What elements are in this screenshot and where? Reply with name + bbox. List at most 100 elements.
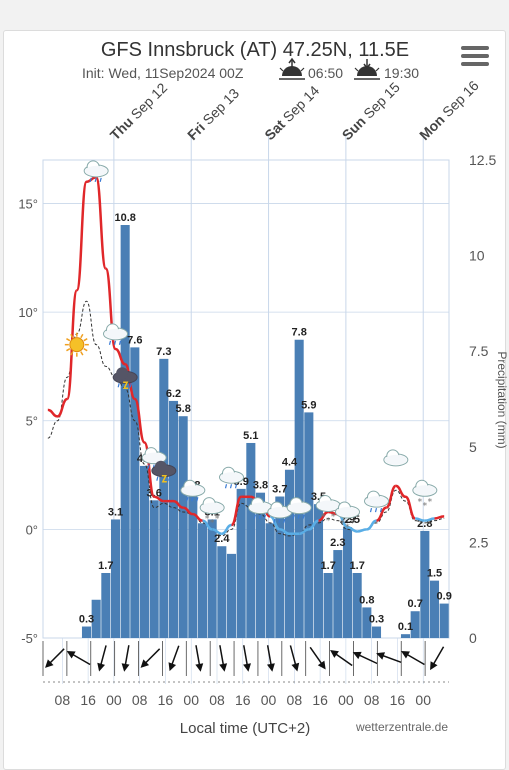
y-right-tick-label: 10 [469,248,485,264]
temperature-segment [154,495,164,503]
precip-bar [149,500,159,638]
precip-label: 1.7 [98,560,113,572]
precip-label: 3.8 [253,480,268,492]
rain-cloud-icon [286,497,312,519]
precip-bar [265,523,275,638]
precip-label: 1.5 [427,568,442,580]
precip-label: 5.1 [243,430,258,442]
snow-cloud-icon: * * * [315,494,341,526]
precip-bar [362,607,372,638]
precip-label: 6.2 [166,388,181,400]
temperature-segment [395,484,406,499]
precip-bar [101,572,111,638]
precip-label: 7.3 [156,346,171,358]
precip-bar [323,572,333,638]
precip-label: 0.7 [408,598,423,610]
precip-label: 7.8 [292,327,307,339]
precip-label: 0.9 [437,591,452,603]
temperature-segment [143,441,156,499]
wind-arrows [42,641,445,676]
precip-label: 5.8 [176,403,191,415]
temperature-segment [434,515,445,520]
cloud-icon [383,449,409,467]
precip-bar [81,626,92,638]
temperature-segment [173,499,184,509]
temperature-segment [192,512,203,522]
sunset-time: 19:30 [384,65,419,81]
svg-text:*: * [215,515,220,525]
x-tick-label: 16 [390,692,406,708]
temperature-segment [115,347,126,366]
y-right-tick-label: 12.5 [469,152,496,168]
y-right-tick-label: 5 [469,439,477,455]
y-left-tick-label: 10° [18,305,38,320]
precip-bar [130,347,140,638]
temperature-segment [318,510,329,522]
temperature-segment [308,519,319,531]
temperature-segment [357,528,367,533]
precip-bar [188,492,198,638]
precip-bar [226,553,237,638]
precip-label: 5.9 [301,399,316,411]
temperature-segment [347,525,358,533]
day-label: Mon Sep 16 [416,77,482,143]
wind-arrow-icon [66,651,91,666]
temperature-segment [424,517,435,522]
precip-bar [439,603,449,638]
temperature-segment [415,517,425,522]
temperature-segment [221,523,232,535]
credit-text: wetterzentrale.de [355,720,448,734]
y-right-tick-label: 0 [469,630,477,646]
sunset-icon [354,59,380,80]
precip-bar [294,339,304,638]
wind-arrow-icon [45,648,65,668]
precipitation-bars [81,225,449,638]
x-tick-label: 00 [261,692,277,708]
temperature-segment [404,495,416,520]
temperature-segment [279,528,290,535]
rain-cloud-icon [83,160,109,183]
snow-cloud-icon: * * * [335,501,360,533]
x-tick-label: 00 [415,692,431,708]
wind-arrow-icon [289,645,300,672]
temperature-segment [212,528,222,535]
x-tick-label: 08 [287,692,303,708]
wind-arrow-icon [243,645,251,672]
temperature-segment [104,267,117,351]
wind-arrow-icon [376,652,402,664]
precip-label: 10.8 [114,212,135,224]
rain-cloud-icon [267,501,293,524]
sun-icon [64,332,89,357]
chart-card [3,30,506,770]
precip-bar [275,496,285,638]
precip-bar [420,530,430,638]
precip-label: 0.3 [79,614,94,626]
y-right-axis-title: Precipitation (mm) [495,351,509,448]
temperature-segment [182,506,194,516]
menu-icon [461,46,489,50]
day-label: Sat Sep 14 [261,82,322,143]
precip-label: 0.1 [398,621,413,633]
thunder-cloud-icon [112,367,138,390]
precip-bar [168,400,179,638]
chart-title: GFS Innsbruck (AT) 47.25N, 11.5E [101,39,409,61]
temperature-segment [47,408,58,418]
rain-cloud-icon [364,490,389,513]
rain-cloud-icon [180,479,206,502]
precip-label: 1.7 [350,560,365,572]
svg-text:*: * [340,519,345,529]
svg-text:*: * [205,515,210,525]
temperature-segment [385,484,397,509]
precip-label: 2.4 [214,533,230,545]
precip-bar [236,488,246,638]
precip-label: 1.7 [321,560,336,572]
menu-button[interactable] [461,46,489,70]
precip-bar [217,546,227,638]
precip-bar [400,634,411,638]
precip-bar [110,519,121,638]
precip-label: 4.4 [282,457,298,469]
x-tick-label: 08 [209,692,225,708]
x-tick-label: 00 [183,692,199,708]
wind-arrow-icon [266,645,275,672]
